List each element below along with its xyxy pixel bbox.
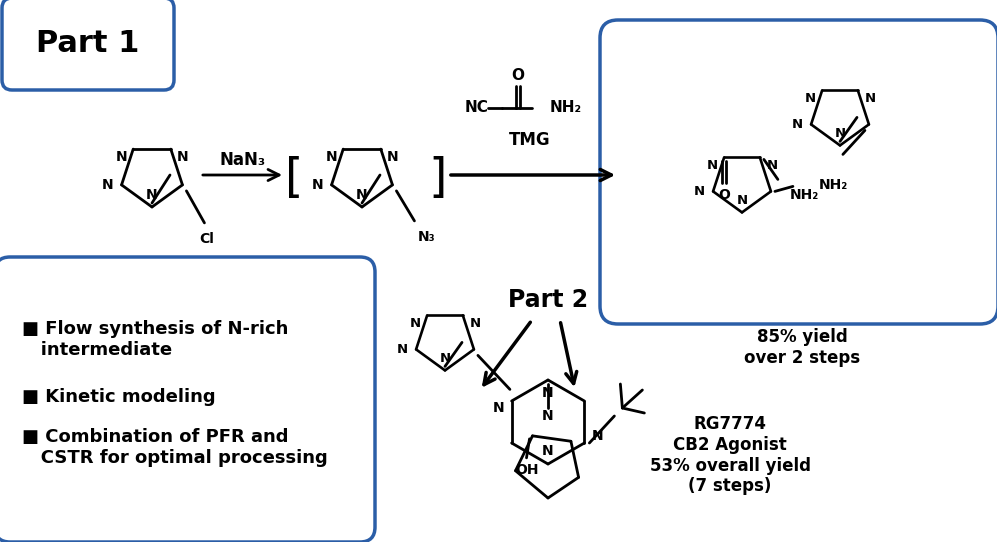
Text: N: N [116, 150, 127, 164]
Text: Part 1: Part 1 [36, 29, 140, 59]
FancyBboxPatch shape [600, 20, 997, 324]
Text: N: N [102, 178, 114, 192]
Text: ■ Kinetic modeling: ■ Kinetic modeling [22, 388, 215, 406]
Text: OH: OH [514, 463, 538, 477]
Text: N: N [325, 150, 337, 164]
Text: NH₂: NH₂ [819, 178, 848, 192]
Text: N: N [387, 150, 399, 164]
Text: NH₂: NH₂ [790, 189, 820, 202]
FancyBboxPatch shape [0, 257, 375, 542]
Text: N: N [493, 401, 504, 415]
Text: Cl: Cl [199, 232, 214, 246]
Text: N: N [737, 194, 748, 207]
Text: N: N [767, 159, 778, 172]
Text: N₃: N₃ [418, 230, 436, 244]
Text: N: N [834, 127, 845, 140]
Text: NC: NC [465, 100, 488, 115]
Text: NaN₃: NaN₃ [220, 151, 266, 169]
Text: RG7774
CB2 Agonist
53% overall yield
(7 steps): RG7774 CB2 Agonist 53% overall yield (7 … [649, 415, 811, 495]
FancyBboxPatch shape [2, 0, 174, 90]
Text: N: N [792, 118, 803, 131]
Text: [: [ [285, 156, 303, 201]
Text: N: N [694, 185, 705, 198]
Text: N: N [805, 92, 816, 105]
Text: 85% yield
over 2 steps: 85% yield over 2 steps [744, 328, 860, 367]
Text: N: N [410, 317, 421, 330]
Text: N: N [542, 386, 553, 400]
Text: ]: ] [429, 156, 448, 201]
Text: NH₂: NH₂ [550, 100, 582, 115]
Text: N: N [356, 188, 368, 202]
Text: ■ Combination of PFR and
   CSTR for optimal processing: ■ Combination of PFR and CSTR for optima… [22, 428, 328, 467]
Text: N: N [470, 317, 481, 330]
Text: O: O [511, 68, 524, 83]
Text: N: N [147, 188, 158, 202]
Text: ■ Flow synthesis of N-rich
   intermediate: ■ Flow synthesis of N-rich intermediate [22, 320, 288, 359]
Text: N: N [312, 178, 323, 192]
Text: N: N [591, 429, 603, 443]
Text: N: N [397, 343, 408, 356]
Text: TMG: TMG [509, 131, 550, 149]
Text: N: N [707, 159, 718, 172]
Text: N: N [440, 352, 451, 365]
Text: O: O [718, 189, 730, 202]
Text: N: N [864, 92, 875, 105]
Text: N: N [542, 409, 553, 423]
Text: N: N [542, 444, 553, 458]
Text: N: N [177, 150, 188, 164]
Text: Part 2: Part 2 [507, 288, 588, 312]
